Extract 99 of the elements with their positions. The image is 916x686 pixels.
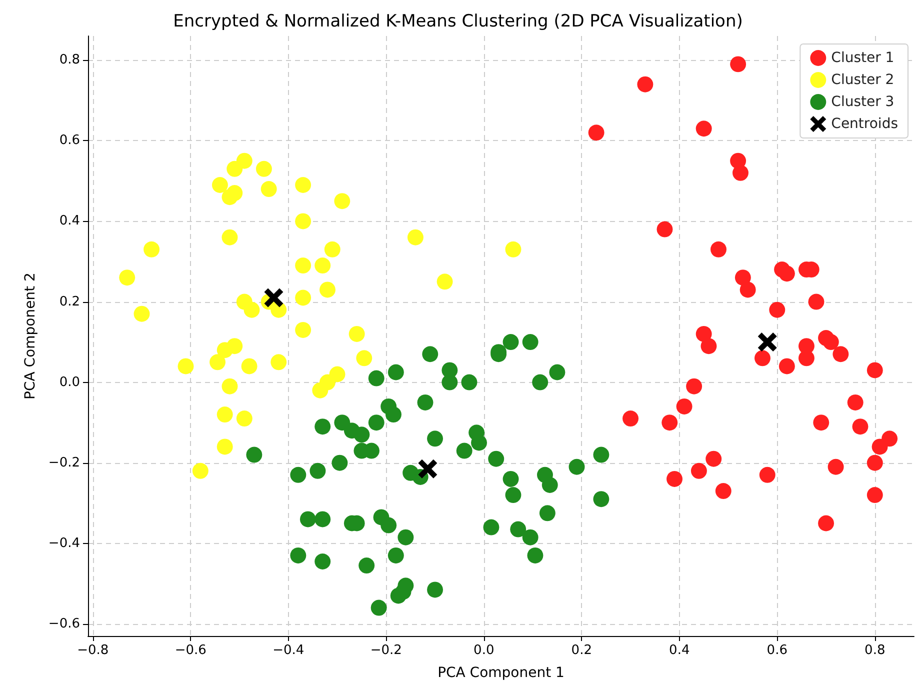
point xyxy=(813,414,830,431)
point xyxy=(740,282,756,298)
point xyxy=(216,406,233,423)
point xyxy=(822,334,839,350)
point xyxy=(192,462,208,479)
point xyxy=(662,414,678,431)
y-tick-label: −0.4 xyxy=(48,536,80,551)
y-tick-label: −0.2 xyxy=(48,455,80,470)
point xyxy=(759,466,776,483)
point xyxy=(216,438,233,455)
x-tick-label: −0.8 xyxy=(77,643,109,658)
point xyxy=(798,350,814,366)
point xyxy=(295,213,312,230)
point xyxy=(244,302,260,318)
point xyxy=(236,410,252,427)
point xyxy=(828,458,844,475)
point xyxy=(210,354,226,370)
point xyxy=(134,306,150,322)
x-axis-title: PCA Component 1 xyxy=(438,665,564,681)
point xyxy=(334,193,350,210)
point xyxy=(637,76,654,92)
point xyxy=(700,338,717,354)
point xyxy=(696,326,712,342)
point xyxy=(320,282,336,298)
point xyxy=(758,332,777,352)
point xyxy=(710,241,726,258)
point xyxy=(656,221,673,238)
point xyxy=(348,326,365,342)
y-tick-label: 0.8 xyxy=(59,52,80,68)
point xyxy=(144,241,160,258)
point xyxy=(295,258,312,274)
x-tick-label: −0.6 xyxy=(174,643,206,658)
chart-title: Encrypted & Normalized K-Means Clustering (2D PCA Visualization) xyxy=(173,12,743,32)
point xyxy=(222,378,238,394)
point xyxy=(588,124,604,141)
point xyxy=(222,229,238,246)
point xyxy=(847,394,864,410)
y-tick-label: 0.0 xyxy=(59,374,80,390)
point xyxy=(866,454,883,471)
point xyxy=(295,322,312,338)
point xyxy=(690,462,707,479)
point xyxy=(866,362,883,378)
legend-label: Cluster 2 xyxy=(831,72,894,88)
point xyxy=(666,470,683,487)
point xyxy=(314,258,331,274)
y-tick-label: −0.6 xyxy=(48,616,80,632)
point xyxy=(730,56,746,72)
x-tick-label: 0.4 xyxy=(669,643,690,658)
x-tick-label: 0.0 xyxy=(474,643,494,658)
point xyxy=(178,358,194,374)
point xyxy=(808,294,824,310)
point xyxy=(622,410,639,427)
x-tick-label: −0.2 xyxy=(370,643,402,658)
point xyxy=(769,302,786,318)
point xyxy=(715,483,732,500)
point xyxy=(734,270,751,286)
x-tick-label: 0.2 xyxy=(571,643,592,658)
point xyxy=(241,358,258,374)
legend-label: Centroids xyxy=(831,116,898,132)
point xyxy=(872,438,888,455)
point xyxy=(436,274,453,290)
point xyxy=(216,342,233,358)
point xyxy=(226,160,243,177)
point xyxy=(505,241,522,258)
point xyxy=(119,270,136,286)
point xyxy=(256,160,272,177)
y-tick-label: 0.6 xyxy=(59,133,80,148)
point xyxy=(696,120,712,137)
point xyxy=(295,176,312,193)
point xyxy=(676,398,692,414)
point xyxy=(312,382,328,398)
point xyxy=(356,350,372,366)
point xyxy=(832,346,849,362)
point xyxy=(778,266,795,282)
point xyxy=(778,358,795,374)
x-tick-label: 0.6 xyxy=(766,643,788,658)
y-axis-title: PCA Component 2 xyxy=(22,272,39,400)
point xyxy=(732,164,748,181)
y-tick-label: 0.4 xyxy=(59,214,80,229)
legend-label: Cluster 3 xyxy=(831,94,894,110)
point xyxy=(295,290,312,306)
point xyxy=(324,241,340,258)
point xyxy=(264,288,284,308)
point xyxy=(222,189,238,206)
y-tick-label: 0.2 xyxy=(59,294,80,310)
point xyxy=(818,515,834,532)
point xyxy=(852,418,868,435)
point xyxy=(260,181,277,198)
point xyxy=(706,450,722,467)
x-tick-label: 0.8 xyxy=(864,643,886,658)
point xyxy=(270,354,287,370)
point xyxy=(866,487,883,504)
point xyxy=(212,176,228,193)
legend-label: Cluster 1 xyxy=(831,50,894,66)
point xyxy=(686,378,702,394)
point xyxy=(407,229,424,246)
point xyxy=(418,459,438,478)
point xyxy=(754,350,770,366)
x-tick-label: −0.4 xyxy=(272,643,304,658)
